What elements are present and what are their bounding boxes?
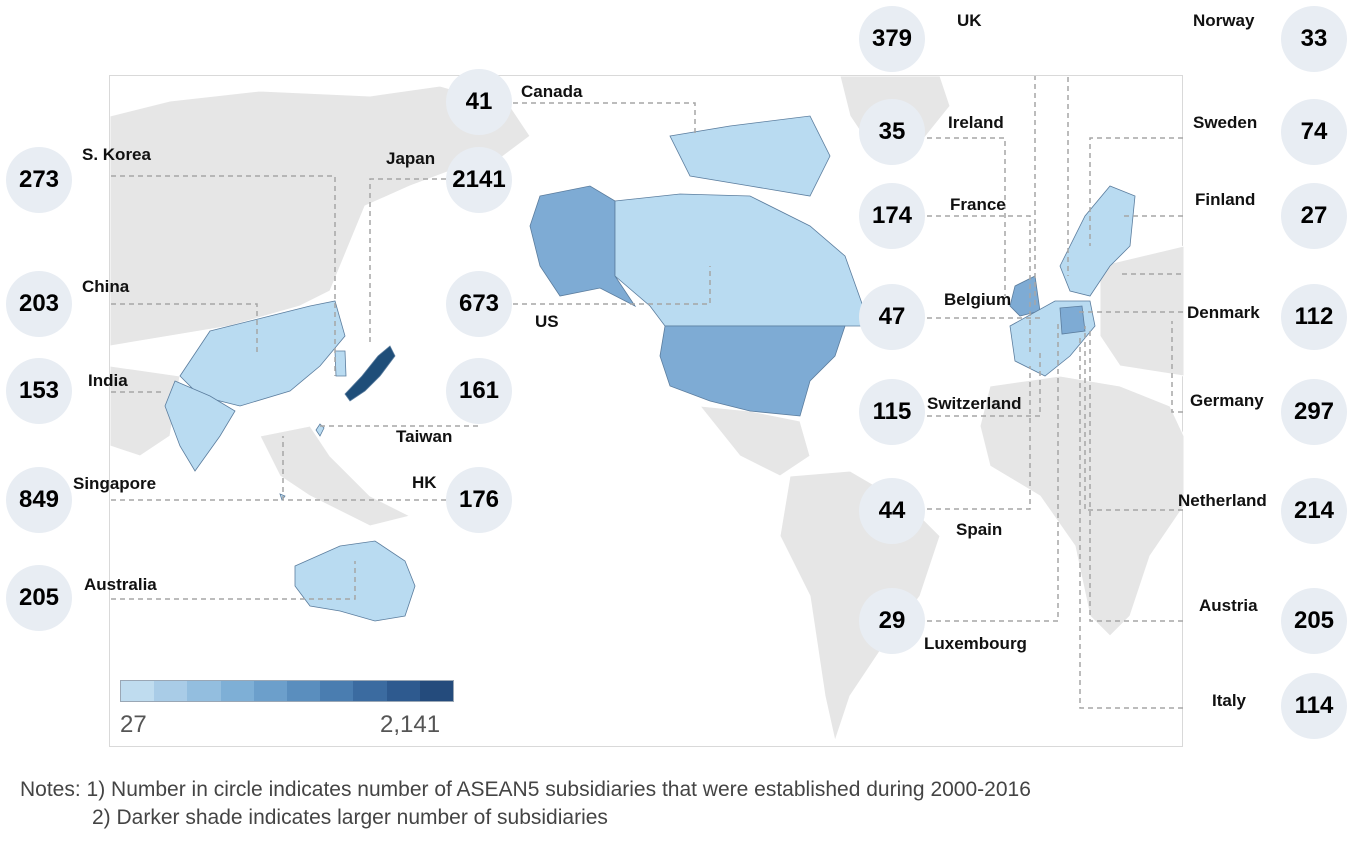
- legend-swatch: [353, 681, 387, 701]
- legend-max-label: 2,141: [380, 711, 441, 738]
- legend-swatch: [187, 681, 221, 701]
- scandinavia-region: [1059, 185, 1136, 297]
- bubble-finland: 27: [1281, 183, 1347, 249]
- leader-spain: [927, 366, 1031, 510]
- bubble-australia: 205: [6, 565, 72, 631]
- label-finland: Finland: [1195, 190, 1256, 209]
- southeast-asia-land: [259, 425, 412, 527]
- bubble-netherland: 214: [1281, 478, 1347, 544]
- africa-land: [979, 375, 1184, 637]
- label-s-korea: S. Korea: [82, 145, 151, 164]
- bubble-japan: 2141: [446, 147, 512, 213]
- bubble-hk: 176: [446, 467, 512, 533]
- leader-us: [513, 266, 711, 305]
- bubble-germany: 297: [1281, 379, 1347, 445]
- label-us: US: [535, 312, 559, 331]
- legend-swatch: [253, 681, 288, 701]
- india-region: [164, 380, 236, 472]
- korea-region: [334, 350, 347, 377]
- leader-luxembourg: [927, 321, 1059, 622]
- leader-sweden: [1089, 137, 1184, 246]
- canada-arctic-islands-region: [669, 115, 831, 197]
- legend-swatch: [386, 681, 420, 701]
- label-japan: Japan: [386, 149, 436, 168]
- bubble-ireland: 35: [859, 99, 925, 165]
- bubble-singapore: 849: [6, 467, 72, 533]
- label-canada: Canada: [521, 82, 583, 101]
- bubble-sweden: 74: [1281, 99, 1347, 165]
- label-spain: Spain: [956, 520, 1003, 539]
- leader-lines: [110, 76, 1184, 709]
- leader-germany: [1171, 321, 1184, 413]
- bubble-norway: 33: [1281, 6, 1347, 72]
- bubble-india: 153: [6, 358, 72, 424]
- bubble-denmark: 112: [1281, 284, 1347, 350]
- leader-netherland: [1084, 326, 1184, 511]
- notes: Notes: 1) Number in circle indicates num…: [20, 776, 1031, 832]
- bubble-china: 203: [6, 271, 72, 337]
- leader-austria: [1089, 331, 1184, 622]
- leader-switzerland: [927, 351, 1041, 417]
- label-india: India: [88, 371, 128, 390]
- leader-norway: [1067, 76, 1069, 276]
- bubble-belgium: 47: [859, 284, 925, 350]
- legend-swatch: [419, 681, 454, 701]
- eastern-europe-land: [1099, 245, 1184, 377]
- label-france: France: [950, 195, 1006, 214]
- japan-region: [344, 345, 396, 402]
- bubble-canada: 41: [446, 69, 512, 135]
- label-belgium: Belgium: [944, 290, 1012, 309]
- bubble-s-korea: 273: [6, 147, 72, 213]
- color-scale-legend: [120, 680, 454, 702]
- leader-ireland: [927, 137, 1006, 296]
- label-germany: Germany: [1190, 391, 1264, 410]
- bubble-italy: 114: [1281, 673, 1347, 739]
- label-norway: Norway: [1193, 11, 1255, 30]
- legend-min-label: 27: [120, 711, 147, 738]
- note-line-1: Notes: 1) Number in circle indicates num…: [20, 778, 1031, 801]
- bubble-spain: 44: [859, 478, 925, 544]
- label-netherland: Netherland: [1178, 491, 1267, 510]
- leader-hk: [282, 436, 446, 501]
- legend-swatch: [121, 681, 155, 701]
- legend-swatch: [320, 681, 354, 701]
- mexico-central-america-land: [698, 405, 811, 477]
- bubble-us: 673: [446, 271, 512, 337]
- leader-france: [927, 215, 1031, 356]
- bubble-switzerland: 115: [859, 379, 925, 445]
- bubble-luxembourg: 29: [859, 588, 925, 654]
- label-sweden: Sweden: [1193, 113, 1258, 132]
- leader-china: [110, 303, 258, 356]
- leader-japan: [369, 178, 446, 346]
- bubble-taiwan: 161: [446, 358, 512, 424]
- label-italy: Italy: [1212, 691, 1247, 710]
- leader-belgium: [927, 316, 1041, 319]
- label-austria: Austria: [1199, 596, 1258, 615]
- label-uk: UK: [957, 11, 982, 30]
- canada-region: [614, 193, 871, 327]
- label-hk: HK: [412, 473, 437, 492]
- label-ireland: Ireland: [948, 113, 1004, 132]
- bubble-austria: 205: [1281, 588, 1347, 654]
- us-region: [659, 325, 846, 417]
- legend-swatch: [220, 681, 254, 701]
- legend-swatch: [287, 681, 321, 701]
- label-australia: Australia: [84, 575, 157, 594]
- label-denmark: Denmark: [1187, 303, 1260, 322]
- label-switzerland: Switzerland: [927, 394, 1022, 413]
- leader-canada: [513, 102, 696, 136]
- label-china: China: [82, 277, 130, 296]
- label-singapore: Singapore: [73, 474, 157, 493]
- label-taiwan: Taiwan: [396, 427, 453, 446]
- leader-australia: [110, 561, 356, 600]
- note-line-2: 2) Darker shade indicates larger number …: [92, 806, 608, 829]
- bubble-uk: 379: [859, 6, 925, 72]
- leader-italy: [1079, 336, 1184, 709]
- alaska-region: [529, 185, 637, 308]
- legend-swatch: [154, 681, 188, 701]
- germany-region: [1059, 305, 1086, 335]
- middle-east-land: [110, 365, 181, 457]
- label-luxembourg: Luxembourg: [924, 634, 1027, 653]
- bubble-france: 174: [859, 183, 925, 249]
